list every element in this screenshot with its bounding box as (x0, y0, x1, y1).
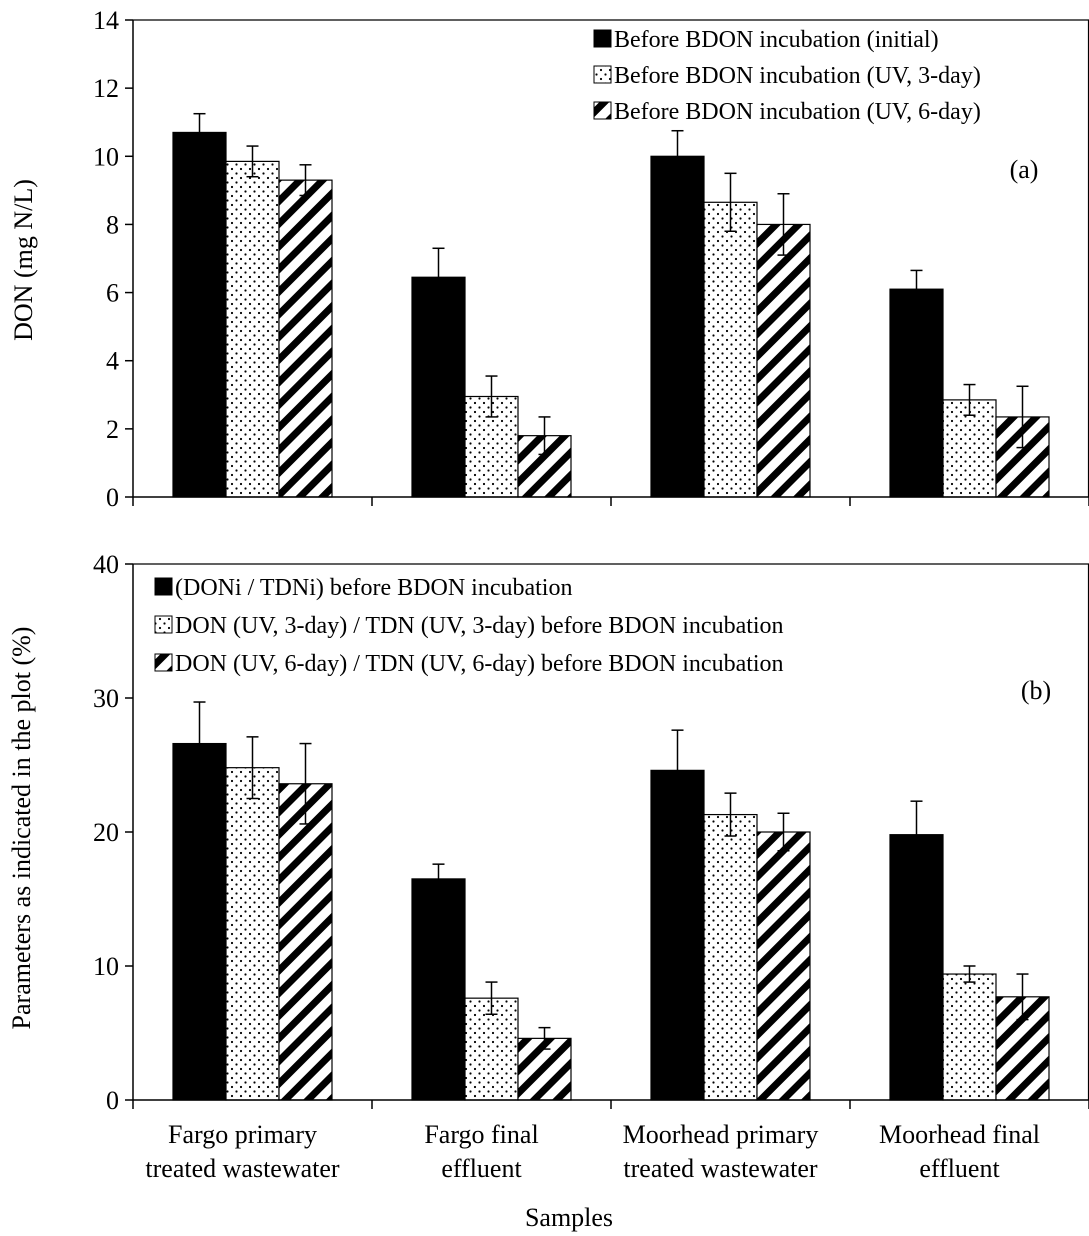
category-label: Moorhead primary (623, 1120, 819, 1149)
panel-a-bar (650, 155, 705, 498)
panel-a-bar (172, 131, 227, 498)
panel-b-bar (756, 831, 811, 1101)
panel-b-bar (225, 767, 280, 1101)
panel-a-ylabel: DON (mg N/L) (9, 179, 38, 341)
panel-a-legend-label: Before BDON incubation (UV, 3-day) (614, 63, 981, 89)
panel-b-bar (172, 742, 227, 1101)
panel-a-ytick-label: 8 (106, 210, 119, 239)
panel-a-bars (172, 112, 1050, 498)
panel-b-legend-swatch (154, 653, 173, 672)
category-label: Moorhead final (879, 1120, 1040, 1149)
panel-a-legend-label: Before BDON incubation (initial) (614, 27, 939, 53)
panel-a-ytick-label: 6 (106, 279, 119, 308)
panel-b-bars (172, 701, 1050, 1101)
panel-a-tag: (a) (1010, 155, 1039, 184)
panel-b-bar (942, 973, 997, 1101)
panel-b-legend-label: DON (UV, 6-day) / TDN (UV, 6-day) before… (175, 651, 784, 677)
panel-b-legend: (DONi / TDNi) before BDON incubation DON … (154, 575, 784, 677)
panel-a-bar (703, 201, 758, 498)
panel-b-ytick-label: 10 (93, 952, 119, 981)
panel-b-tag: (b) (1021, 676, 1051, 705)
panel-a-legend-label: Before BDON incubation (UV, 6-day) (614, 99, 981, 125)
panel-b-ytick-label: 0 (106, 1086, 119, 1115)
panel-a-legend-swatch (593, 65, 612, 84)
panel-a: DON (mg N/L) (a) 0 2 4 6 8 10 12 14 Before BDON… (9, 6, 1089, 512)
panel-b-ylabel: Parameters as indicated in the plot (%) (7, 627, 36, 1030)
panel-a-ticks: 0 2 4 6 8 10 12 14 (93, 6, 133, 512)
panel-b-bar (703, 813, 758, 1101)
panel-a-bar (942, 399, 997, 498)
panel-a-bar (889, 288, 944, 498)
panel-b-bar (889, 834, 944, 1101)
category-label: effluent (441, 1154, 522, 1183)
panel-a-bar (278, 179, 333, 498)
panel-b-xlabel: Samples (525, 1203, 613, 1232)
panel-b-legend-swatch (154, 577, 173, 596)
panel-a-ytick-label: 12 (93, 74, 119, 103)
panel-a-legend-swatch (593, 29, 612, 48)
panel-a-bar (756, 223, 811, 498)
panel-b-ytick-label: 40 (93, 550, 119, 579)
panel-b-bar (278, 783, 333, 1101)
panel-b-ticks: 0 10 20 30 40 (93, 550, 133, 1115)
category-label: Fargo final (424, 1120, 538, 1149)
panel-b-bar (411, 878, 466, 1101)
panel-a-legend: Before BDON incubation (initial) Before B… (593, 27, 981, 125)
category-label: treated wastewater (145, 1154, 340, 1183)
panel-a-ytick-label: 10 (93, 142, 119, 171)
panel-a-ytick-label: 0 (106, 483, 119, 512)
panel-b-ytick-label: 20 (93, 818, 119, 847)
panel-a-bar (411, 276, 466, 498)
panel-a-ytick-label: 2 (106, 415, 119, 444)
panel-a-ytick-label: 14 (93, 6, 119, 35)
category-label: Fargo primary (168, 1120, 317, 1149)
panel-b-legend-swatch (154, 615, 173, 634)
category-label: treated wastewater (623, 1154, 818, 1183)
panel-b-ytick-label: 30 (93, 684, 119, 713)
panel-b-legend-label: DON (UV, 3-day) / TDN (UV, 3-day) before… (175, 613, 784, 639)
panel-b-categories: Fargo primary treated wastewater Fargo fin… (145, 1120, 1040, 1183)
panel-b-legend-label: (DONi / TDNi) before BDON incubation (175, 575, 572, 601)
panel-a-legend-swatch (593, 101, 612, 120)
panel-b: Parameters as indicated in the plot (%) … (7, 550, 1089, 1232)
panel-a-bar (995, 416, 1050, 498)
panel-a-ytick-label: 4 (106, 347, 119, 376)
category-label: effluent (919, 1154, 1000, 1183)
panel-b-bar (650, 769, 705, 1101)
panel-a-bar (225, 160, 280, 498)
